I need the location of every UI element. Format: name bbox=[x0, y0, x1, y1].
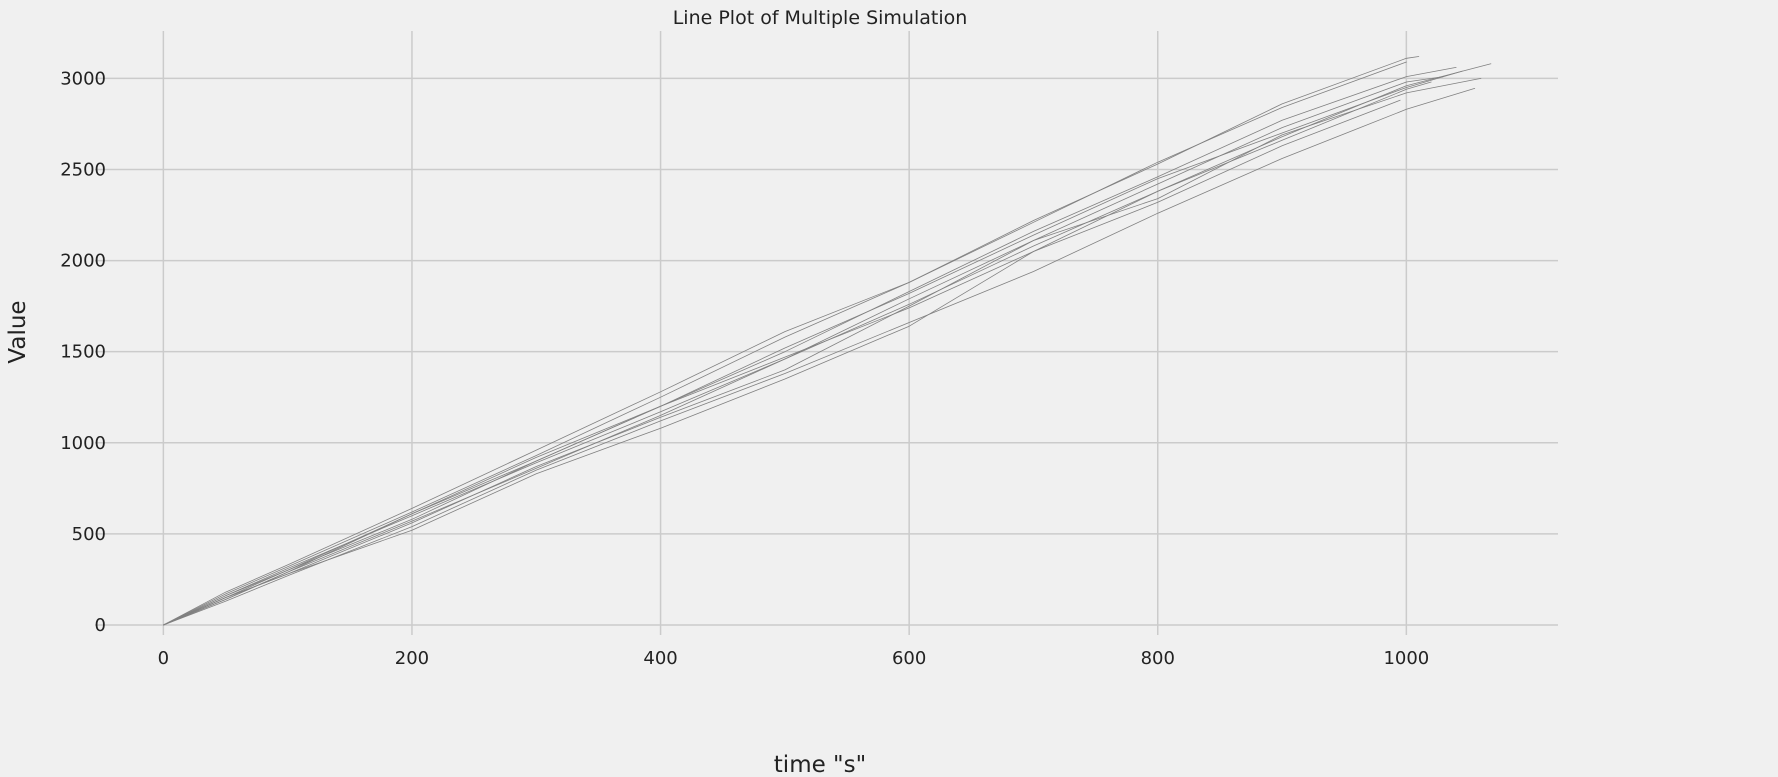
series-line-9 bbox=[162, 81, 1432, 626]
x-axis-label: time "s" bbox=[774, 752, 866, 777]
series-line-2 bbox=[162, 63, 1492, 626]
chart-title: Line Plot of Multiple Simulation bbox=[673, 7, 968, 29]
series-line-8 bbox=[162, 70, 1463, 626]
y-tick-label: 1500 bbox=[60, 342, 106, 363]
x-tick-label: 200 bbox=[395, 648, 429, 669]
series-line-10 bbox=[162, 78, 1482, 626]
y-tick-label: 0 bbox=[95, 615, 106, 636]
y-tick-label: 2000 bbox=[60, 251, 106, 272]
y-tick-label: 3000 bbox=[60, 68, 106, 89]
x-tick-label: 0 bbox=[158, 648, 169, 669]
grid bbox=[95, 31, 1558, 635]
series-line-7 bbox=[162, 99, 1401, 626]
y-tick-label: 500 bbox=[72, 524, 106, 545]
x-tick-label: 1000 bbox=[1383, 648, 1429, 669]
series-line-1 bbox=[162, 56, 1420, 626]
series-line-3 bbox=[162, 88, 1476, 626]
series-group bbox=[162, 56, 1492, 626]
x-tick-label: 400 bbox=[643, 648, 677, 669]
x-tick-label: 600 bbox=[892, 648, 926, 669]
x-tick-label: 800 bbox=[1141, 648, 1175, 669]
series-line-6 bbox=[162, 61, 1407, 626]
y-tick-label: 1000 bbox=[60, 433, 106, 454]
y-tick-label: 2500 bbox=[60, 159, 106, 180]
tick-labels: 0 200 400 600 800 1000 0 500 1000 1500 2000 2500 300… bbox=[60, 68, 1429, 669]
y-axis-label: Value bbox=[5, 300, 31, 363]
